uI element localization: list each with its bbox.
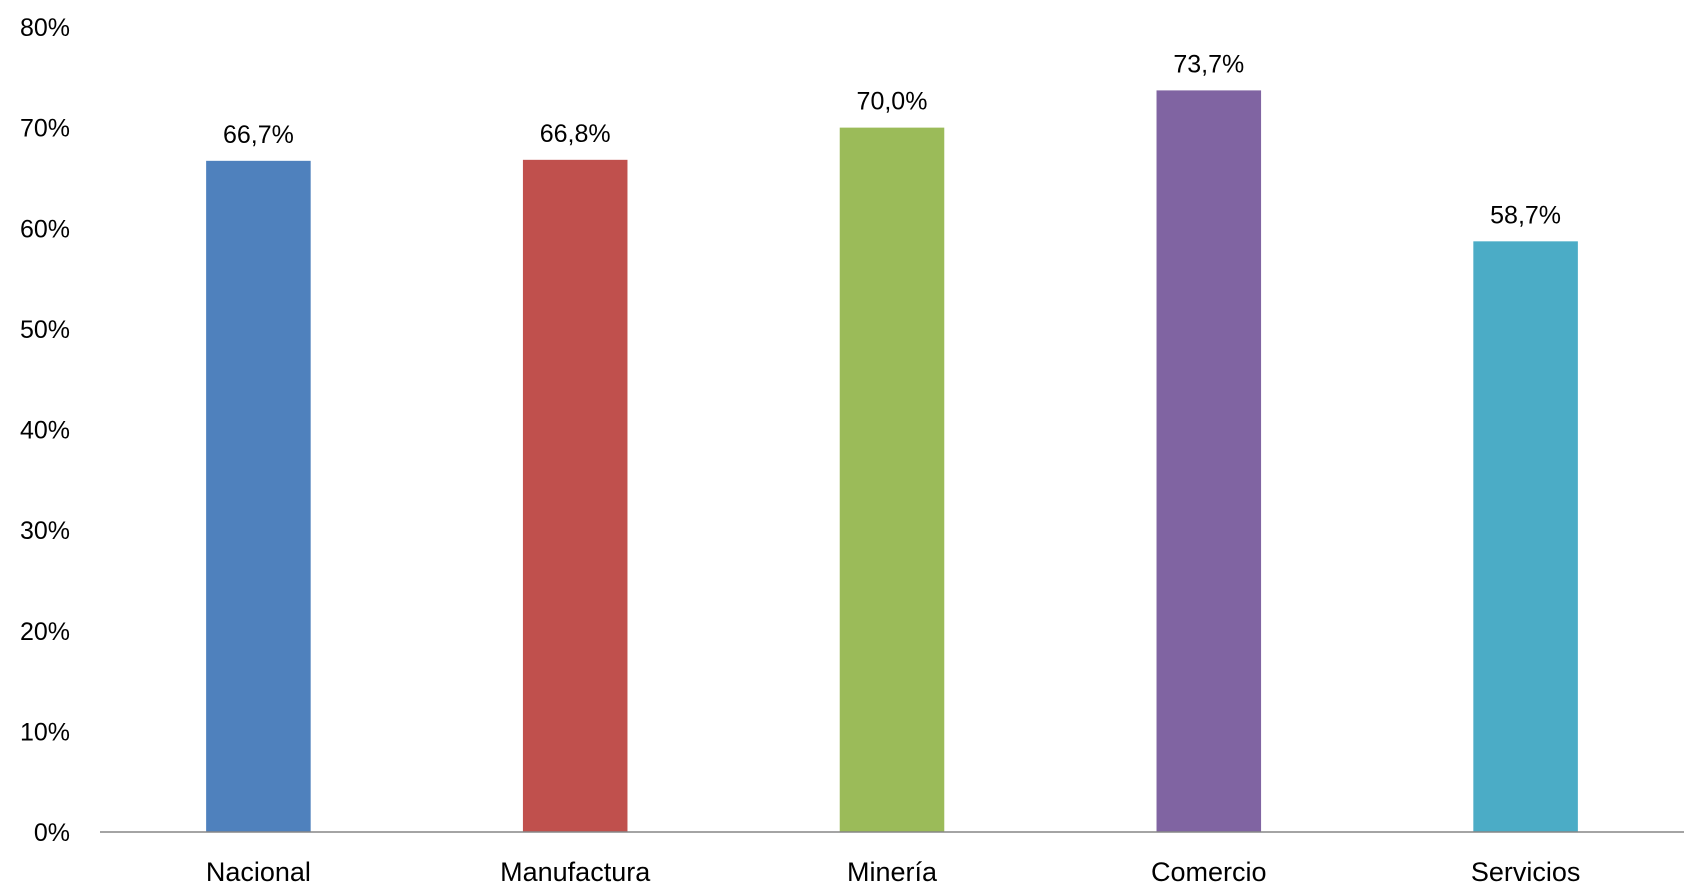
bar	[1473, 241, 1578, 833]
x-tick-label: Minería	[847, 857, 938, 885]
y-tick-label: 50%	[20, 316, 70, 344]
bar	[522, 159, 628, 832]
y-axis: 0% 10% 20% 30% 40% 50% 60% 70% 80%	[20, 14, 70, 847]
data-label: 58,7%	[1490, 201, 1561, 229]
x-tick-label: Servicios	[1471, 857, 1581, 885]
x-tick-label: Nacional	[206, 857, 311, 885]
data-label: 66,8%	[540, 120, 611, 148]
bar	[839, 127, 945, 832]
y-tick-label: 30%	[20, 517, 70, 545]
y-tick-label: 0%	[34, 819, 70, 847]
y-tick-label: 40%	[20, 417, 70, 445]
data-label: 73,7%	[1173, 50, 1244, 78]
y-tick-label: 80%	[20, 14, 70, 42]
x-axis: Nacional Manufactura Minería Comercio Servic…	[206, 857, 1580, 885]
y-tick-label: 20%	[20, 618, 70, 646]
bar	[206, 160, 311, 833]
data-label: 66,7%	[223, 121, 294, 149]
x-tick-label: Comercio	[1151, 857, 1267, 885]
y-tick-label: 10%	[20, 718, 70, 746]
y-tick-label: 70%	[20, 115, 70, 143]
data-label: 70,0%	[857, 88, 928, 116]
bars	[206, 90, 1578, 833]
x-tick-label: Manufactura	[500, 857, 651, 885]
y-tick-label: 60%	[20, 215, 70, 243]
data-labels: 66,7% 66,8% 70,0% 73,7% 58,7%	[223, 50, 1561, 229]
bar	[1156, 90, 1262, 833]
